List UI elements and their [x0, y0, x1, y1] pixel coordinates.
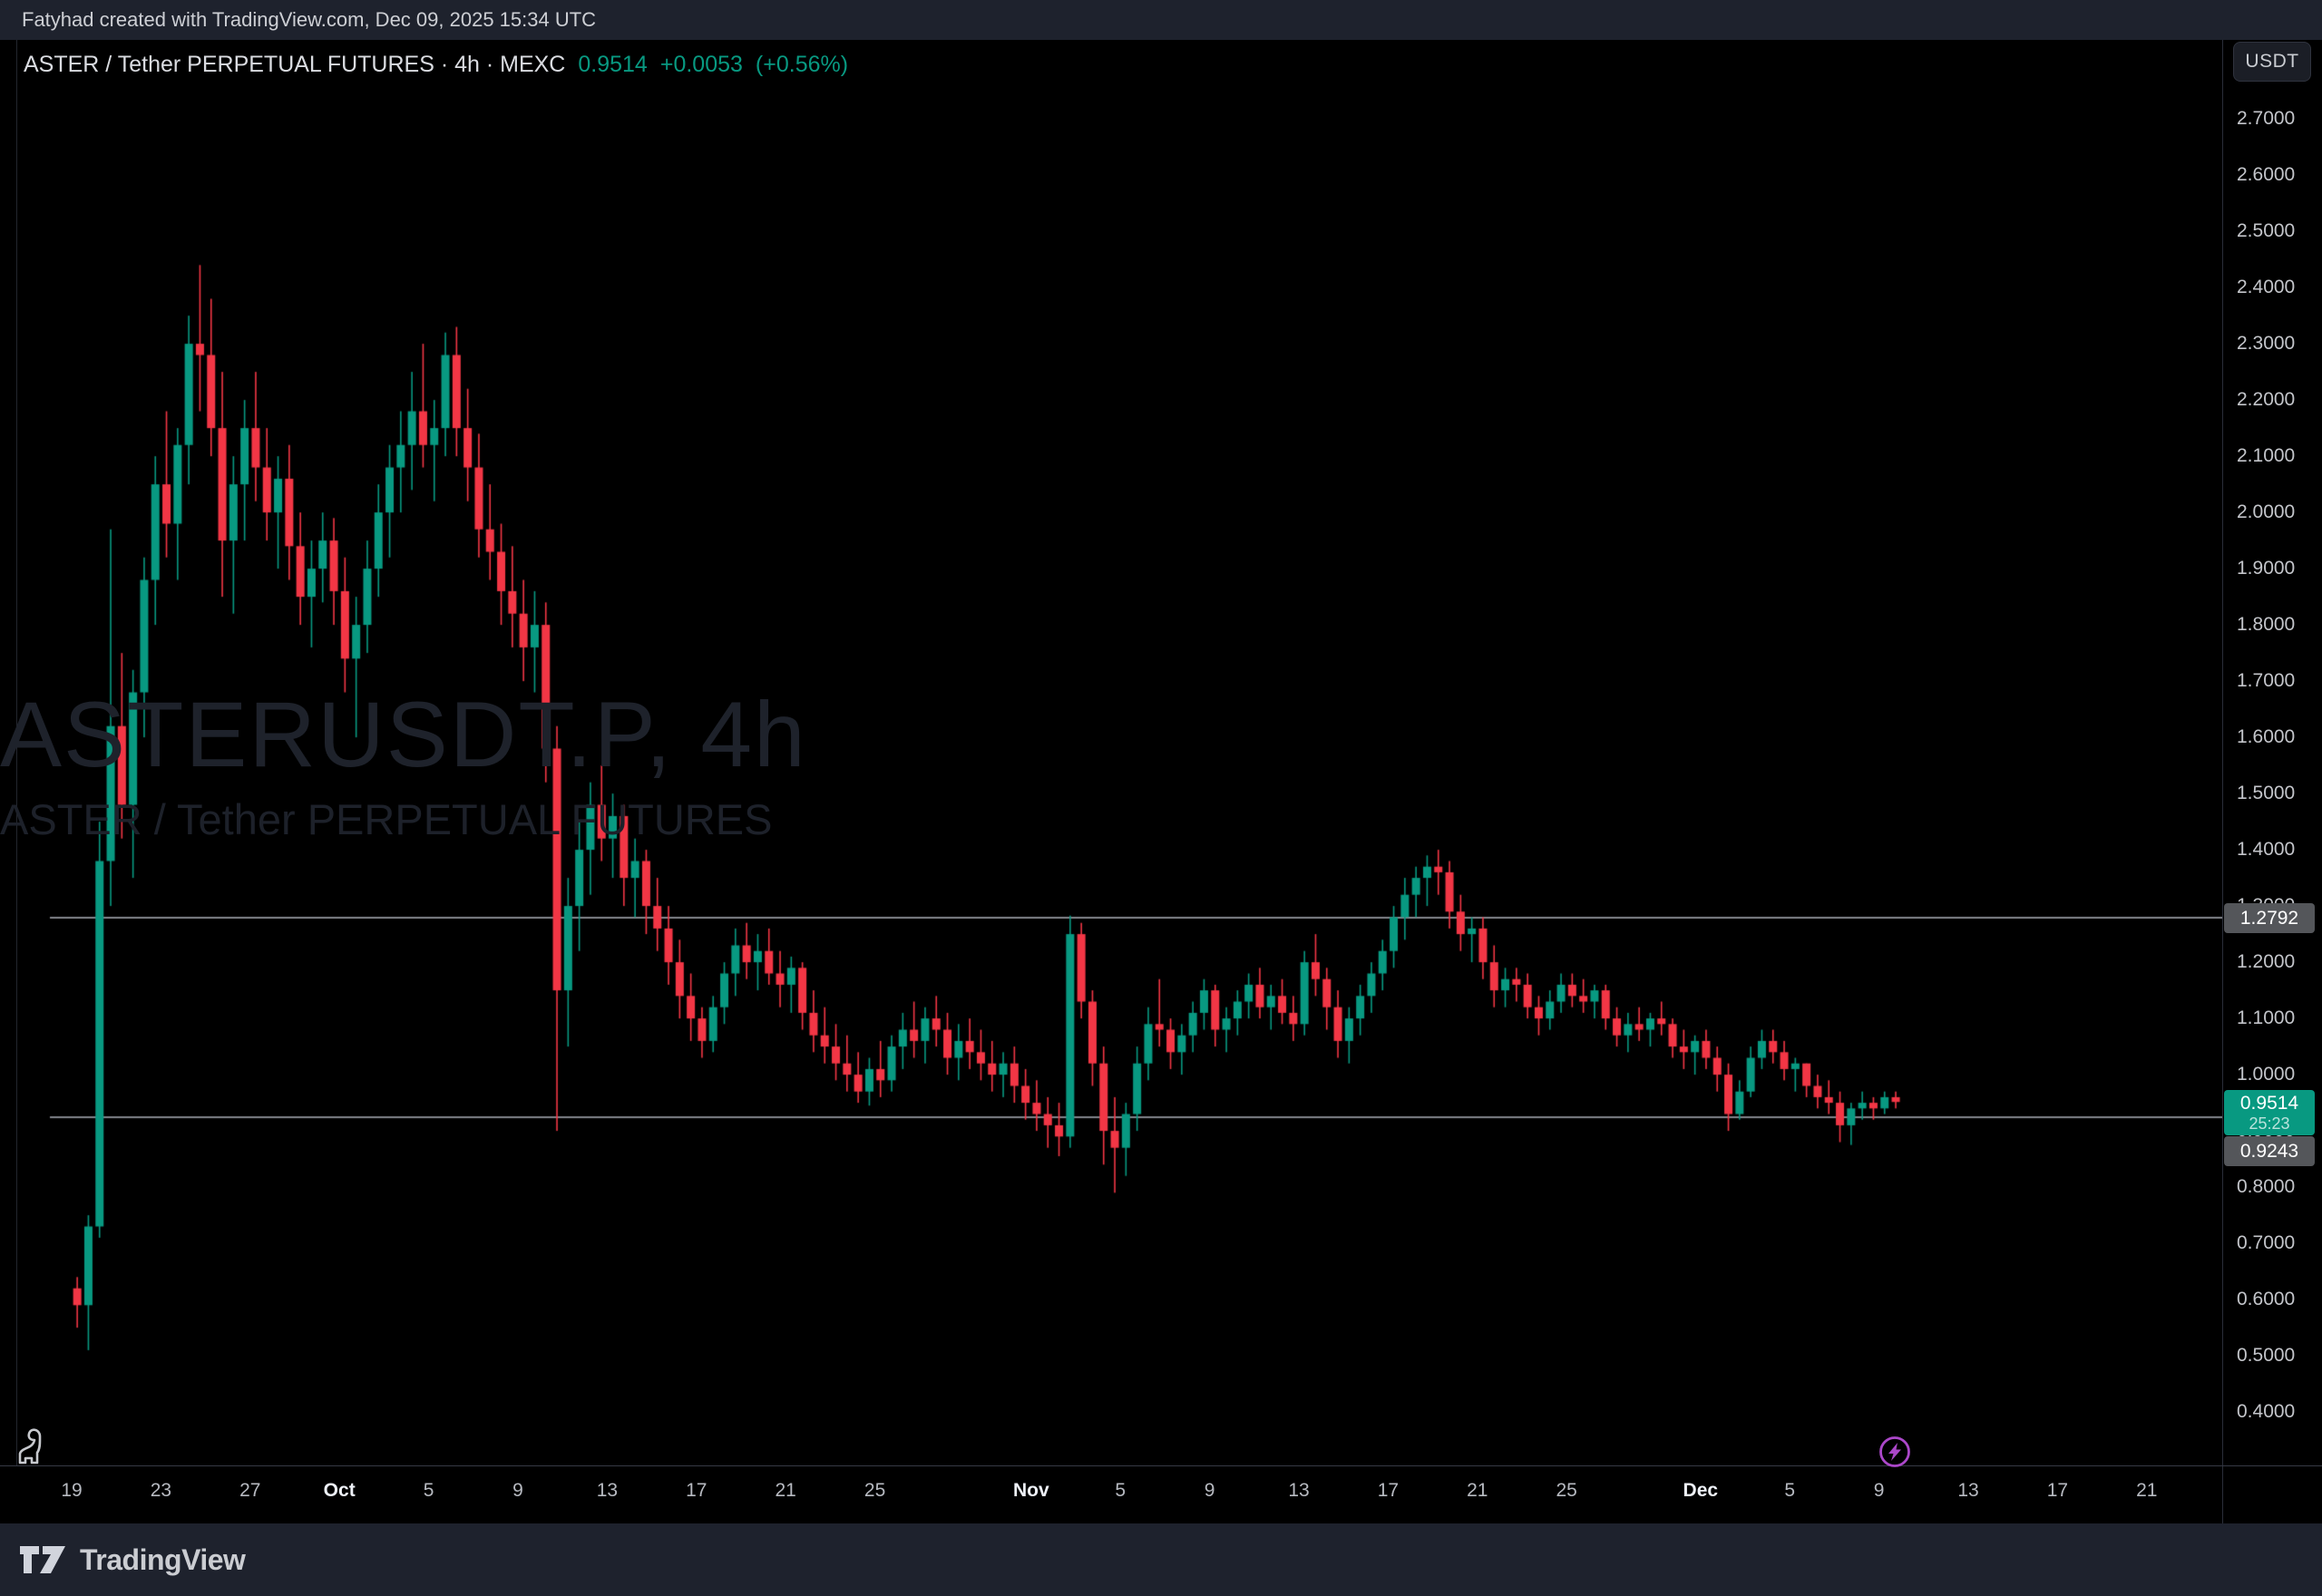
price-axis-label: 0.6000 [2237, 1289, 2296, 1310]
candlestick-chart[interactable] [0, 40, 2222, 1465]
time-axis-label: 5 [1784, 1480, 1796, 1501]
time-axis-label: 21 [1467, 1480, 1488, 1501]
price-axis-label: 2.6000 [2237, 164, 2296, 186]
last-price-tag: 0.9514 25:23 [2224, 1090, 2315, 1135]
tradingview-logo-icon [20, 1546, 65, 1573]
price-axis-label: 1.8000 [2237, 614, 2296, 636]
price-axis-label: 1.5000 [2237, 783, 2296, 804]
price-axis-label: 0.8000 [2237, 1176, 2296, 1198]
symbol-header[interactable]: ASTER / Tether PERPETUAL FUTURES · 4h · … [24, 51, 848, 78]
symbol-title[interactable]: ASTER / Tether PERPETUAL FUTURES · 4h · … [24, 51, 566, 77]
time-axis-label: 13 [1288, 1480, 1310, 1501]
time-axis-label: Dec [1683, 1480, 1719, 1501]
time-axis-label: 9 [1873, 1480, 1885, 1501]
tradingview-logo[interactable]: TradingView [20, 1542, 246, 1577]
time-axis-label: Nov [1012, 1480, 1049, 1501]
price-axis-label: 2.4000 [2237, 277, 2296, 298]
time-axis-label: 9 [1204, 1480, 1215, 1501]
bar-countdown: 25:23 [2249, 1114, 2290, 1133]
footer-bar: TradingView [0, 1523, 2322, 1596]
price-axis-label: 1.7000 [2237, 670, 2296, 692]
price-axis-label: 2.3000 [2237, 333, 2296, 355]
time-axis-separator [0, 1465, 2322, 1466]
time-axis-label: 13 [596, 1480, 619, 1501]
time-axis-label: 5 [423, 1480, 434, 1501]
time-axis-label: 17 [686, 1480, 707, 1501]
time-axis-label: Oct [323, 1480, 356, 1501]
price-axis-label: 1.9000 [2237, 558, 2296, 579]
price-axis-label: 0.4000 [2237, 1401, 2296, 1423]
lower-level-price-tag: 0.9243 [2224, 1136, 2315, 1166]
time-axis-label: 19 [61, 1480, 83, 1501]
dino-icon[interactable] [13, 1424, 49, 1465]
price-axis-separator [2222, 40, 2223, 1523]
last-price: 0.9514 [578, 51, 648, 77]
time-axis-label: 13 [1957, 1480, 1979, 1501]
top-attribution-bar: Fatyhad created with TradingView.com, De… [0, 0, 2322, 40]
upper-level-price-tag: 1.2792 [2224, 903, 2315, 933]
currency-unit-button[interactable]: USDT [2233, 42, 2311, 82]
price-axis-label: 1.1000 [2237, 1007, 2296, 1029]
time-axis-label: 5 [1115, 1480, 1127, 1501]
time-axis-label: 17 [1377, 1480, 1400, 1501]
lightning-icon[interactable] [1878, 1435, 1912, 1469]
price-axis-label: 0.7000 [2237, 1232, 2296, 1254]
price-axis-label: 1.4000 [2237, 839, 2296, 861]
last-price-value: 0.9514 [2239, 1093, 2299, 1114]
price-change-percent: (+0.56%) [755, 51, 849, 77]
time-axis-label: 21 [775, 1480, 796, 1501]
time-axis-label: 17 [2046, 1480, 2069, 1501]
watermark-description: ASTER / Tether PERPETUAL FUTURES [0, 795, 773, 843]
price-axis-label: 0.5000 [2237, 1345, 2296, 1367]
time-axis-label: 27 [239, 1480, 261, 1501]
price-axis-label: 1.2000 [2237, 951, 2296, 973]
price-axis-label: 2.1000 [2237, 445, 2296, 467]
price-axis-label: 2.7000 [2237, 108, 2296, 130]
attribution-text: Fatyhad created with TradingView.com, De… [22, 8, 597, 31]
time-axis-label: 9 [512, 1480, 523, 1501]
price-axis-label: 1.0000 [2237, 1064, 2296, 1085]
watermark-symbol: ASTERUSDT.P, 4h [0, 683, 807, 786]
pane-left-border [16, 40, 17, 1465]
tradingview-logo-text: TradingView [80, 1542, 246, 1576]
time-axis-label: 23 [150, 1480, 172, 1501]
price-axis-label: 1.6000 [2237, 726, 2296, 748]
time-axis-label: 25 [1556, 1480, 1577, 1501]
price-axis-label: 2.5000 [2237, 220, 2296, 242]
price-axis-label: 2.0000 [2237, 501, 2296, 523]
price-axis-label: 2.2000 [2237, 389, 2296, 411]
time-axis-label: 25 [863, 1480, 886, 1501]
price-change: +0.0053 [659, 51, 743, 77]
time-axis-label: 21 [2136, 1480, 2158, 1501]
